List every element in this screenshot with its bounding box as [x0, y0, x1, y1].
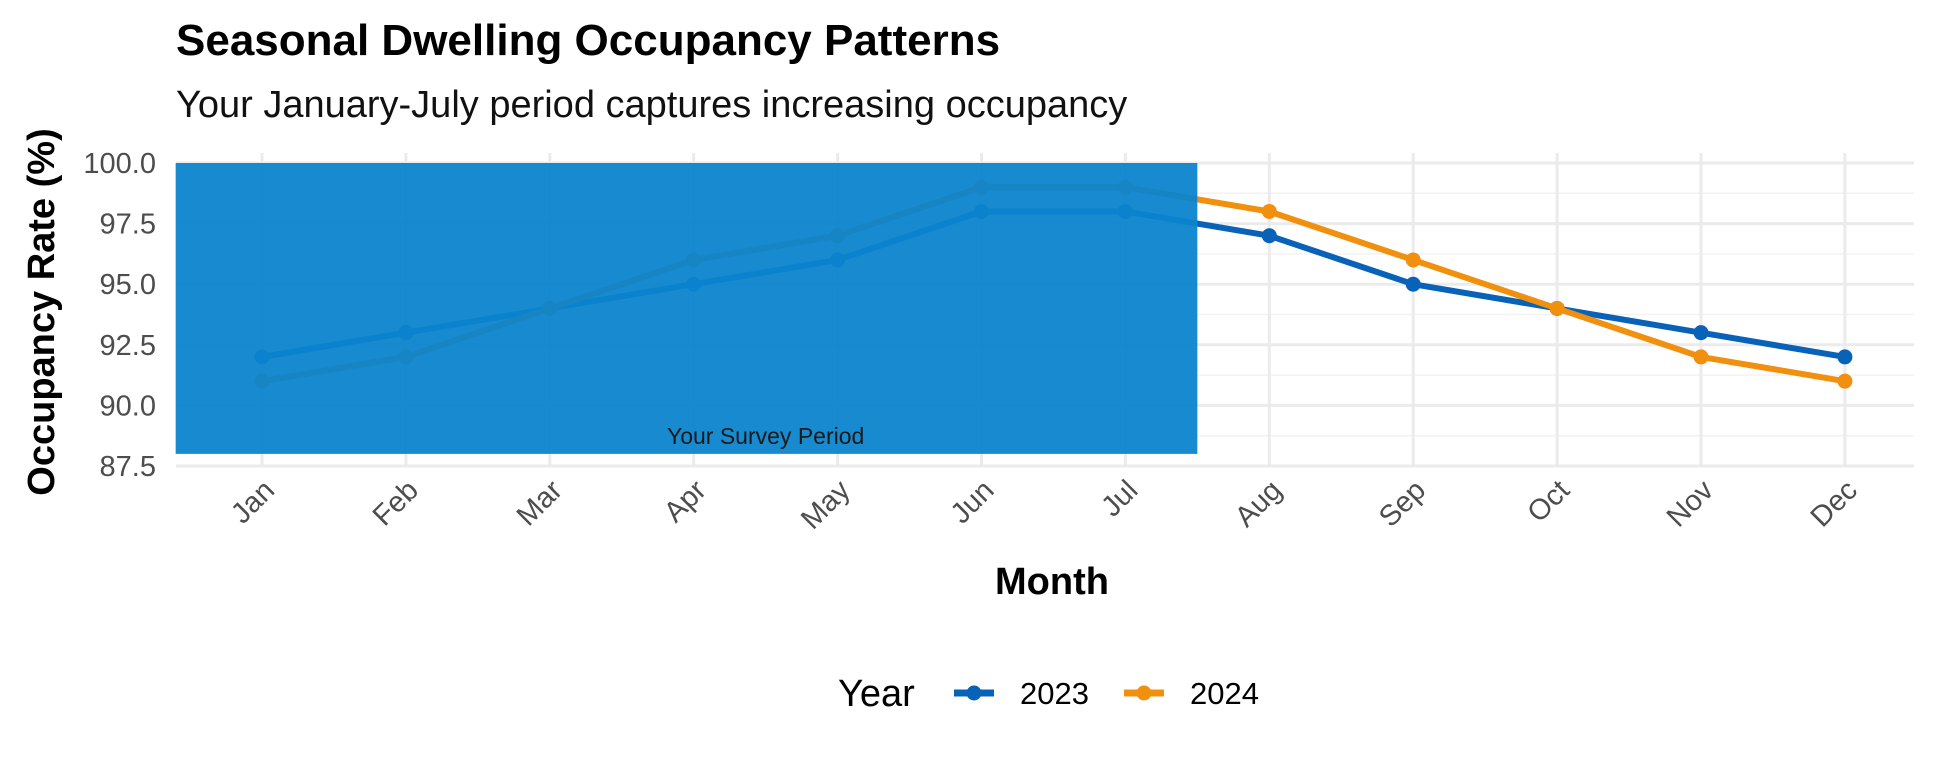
legend-key-point-2024: [1136, 685, 1152, 701]
x-tick-label: Mar: [511, 474, 569, 532]
legend-label-2024: 2024: [1190, 676, 1259, 711]
x-tick-label: Jul: [1096, 474, 1145, 523]
x-tick-label: May: [795, 474, 857, 536]
y-tick-label: 100.0: [83, 148, 156, 180]
x-tick-label: Jan: [225, 474, 281, 530]
x-axis-title: Month: [995, 561, 1109, 603]
x-tick-label: Oct: [1522, 474, 1577, 529]
data-point-2023: [1837, 349, 1853, 365]
y-tick-label: 97.5: [100, 209, 156, 241]
x-axis-ticks: Jan Feb Mar Apr May Jun Jul Aug Sep Oct Nov Dec: [225, 474, 1864, 536]
legend-label-2023: 2023: [1020, 676, 1089, 711]
x-tick-label: Dec: [1805, 474, 1864, 533]
data-point-2024: [1549, 300, 1565, 316]
y-tick-label: 87.5: [100, 451, 156, 483]
data-point-2024: [1261, 203, 1277, 219]
legend-key-point-2023: [966, 685, 982, 701]
legend: Year 2023 2024: [838, 673, 1259, 715]
data-point-2023: [1405, 276, 1421, 292]
y-tick-label: 90.0: [100, 390, 156, 422]
legend-title: Year: [838, 673, 915, 715]
y-tick-label: 92.5: [100, 330, 156, 362]
y-tick-label: 95.0: [100, 269, 156, 301]
chart-title: Seasonal Dwelling Occupancy Patterns: [176, 16, 1000, 65]
data-point-2024: [1693, 349, 1709, 365]
survey-period-label: Your Survey Period: [667, 423, 864, 449]
x-tick-label: Aug: [1229, 474, 1288, 533]
x-tick-label: Jun: [945, 474, 1001, 530]
data-point-2023: [1693, 325, 1709, 341]
x-tick-label: Feb: [367, 474, 425, 532]
x-tick-label: Sep: [1373, 474, 1432, 533]
x-tick-label: Nov: [1661, 474, 1720, 533]
chart-subtitle: Your January-July period captures increa…: [176, 84, 1127, 126]
data-point-2024: [1837, 373, 1853, 389]
data-point-2024: [1405, 252, 1421, 268]
y-axis-ticks: 87.5 90.0 92.5 95.0 97.5 100.0: [83, 148, 156, 483]
y-axis-title: Occupancy Rate (%): [21, 128, 63, 495]
annotation-layer: Your Survey Period: [175, 163, 1198, 454]
survey-period-highlight: [175, 163, 1198, 454]
data-point-2023: [1261, 228, 1277, 244]
x-tick-label: Apr: [658, 474, 713, 529]
